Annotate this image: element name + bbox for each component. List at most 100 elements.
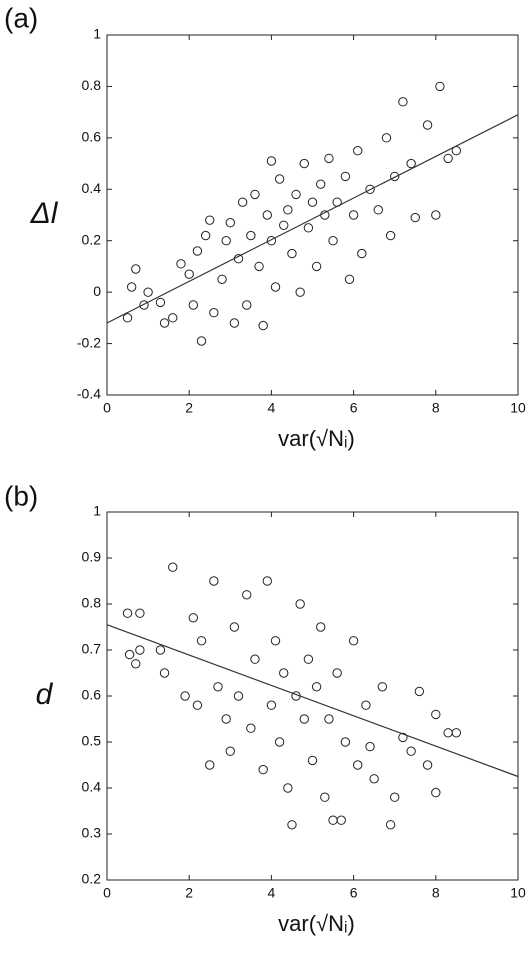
data-point [361,700,371,710]
data-point [406,158,416,169]
y-tick-label: 1 [93,503,101,519]
data-point [250,654,260,664]
data-point [324,714,334,724]
data-point [262,576,272,586]
y-tick-label: 1 [93,26,101,42]
data-point [196,336,207,346]
data-point [443,153,453,164]
data-point [233,691,244,701]
data-point [124,649,135,660]
data-point [135,645,145,655]
data-point [279,668,289,678]
y-tick-label: 0.5 [82,733,102,749]
panel-label: (b) [4,480,38,511]
x-tick-label: 10 [510,400,526,416]
data-point [303,223,314,233]
x-tick-label: 8 [432,400,440,416]
y-tick-label: -0.4 [77,386,101,402]
data-point [188,613,199,623]
data-point [381,133,392,143]
data-point [205,760,215,770]
fit-line [106,624,519,778]
data-point [262,210,272,220]
data-point [385,230,396,241]
data-point [159,318,170,328]
y-tick-label: 0.9 [82,549,102,565]
data-point [168,562,178,572]
data-point [295,287,305,297]
data-point [357,248,367,259]
data-point [176,259,186,269]
data-point [431,787,441,798]
x-tick-label: 0 [103,400,111,416]
data-point [266,236,277,246]
panel-label: (a) [4,2,38,33]
data-point [246,723,256,733]
data-point [328,815,338,825]
data-point [283,205,293,215]
y-axis-label: Δl [30,197,59,230]
x-axis-label: var(√Nᵢ) [278,426,355,451]
data-point [192,700,203,710]
y-axis-label: d [36,678,54,711]
x-tick-label: 4 [268,400,276,416]
data-point [258,320,268,331]
data-point [311,261,322,272]
data-point [155,297,166,308]
x-tick-label: 4 [268,885,276,901]
x-axis-label: var(√Nᵢ) [278,911,355,936]
data-point [431,210,441,220]
data-point [369,774,379,784]
data-point [373,205,383,215]
data-point [242,300,252,310]
x-tick-label: 6 [350,400,358,416]
y-tick-label: 0.4 [82,180,102,196]
data-point [180,691,190,701]
x-tick-label: 6 [350,885,358,901]
data-point [340,171,351,182]
y-tick-label: 0.6 [82,687,102,703]
data-point [398,732,408,743]
data-point [385,820,396,830]
data-point [287,820,297,830]
data-point [307,197,318,207]
data-point [435,81,445,92]
data-point [122,313,133,323]
data-point [328,236,338,246]
data-point [270,636,281,646]
data-point [353,760,363,770]
data-point [365,741,375,752]
data-point [279,220,289,230]
data-point [414,686,425,697]
data-point [188,300,199,310]
data-point [225,746,236,756]
data-point [229,622,240,632]
data-point [242,590,252,600]
y-tick-label: 0.4 [82,779,102,795]
data-point [274,174,285,184]
data-point [303,654,314,664]
data-point [274,737,285,747]
data-point [122,608,133,618]
data-point [246,230,256,241]
data-point [377,682,388,692]
data-point [398,97,408,107]
data-point [406,746,416,756]
data-point [217,274,227,284]
data-point [291,189,301,200]
x-tick-label: 2 [185,885,193,901]
y-tick-label: 0.8 [82,77,102,93]
data-point [213,682,223,692]
data-point [336,815,346,825]
data-point [422,120,433,130]
data-point [184,269,194,279]
plot-frame [106,34,519,396]
data-point [295,599,305,609]
data-point [266,156,277,166]
y-tick-label: 0 [93,283,101,299]
data-point [131,659,141,669]
y-tick-label: -0.2 [77,334,101,350]
data-point [135,608,145,618]
data-point [155,645,166,655]
